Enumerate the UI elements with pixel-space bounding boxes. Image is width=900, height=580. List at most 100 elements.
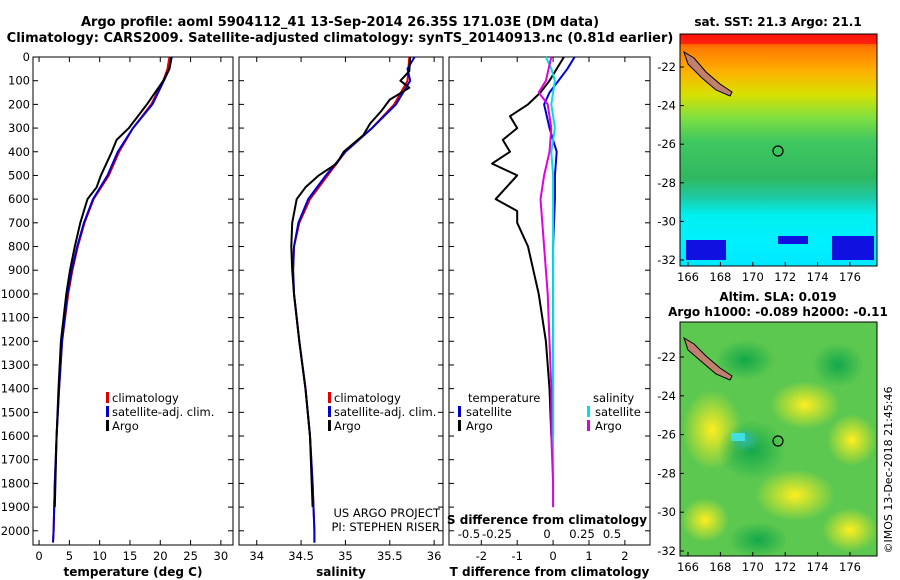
sla-dark-blob-3 xyxy=(812,343,864,387)
map-x-tick-label: 176 xyxy=(839,270,861,284)
x-tick-label: 15 xyxy=(123,549,138,563)
series-line-argo xyxy=(537,56,555,508)
depth-tick-label: 700 xyxy=(8,216,30,230)
x-tick-label: 34 xyxy=(249,549,264,563)
x-tick-label: 25 xyxy=(183,549,198,563)
map-x-tick-label: 174 xyxy=(807,560,829,574)
x-tick-label: 2 xyxy=(621,549,628,563)
sla-argo-marker xyxy=(772,435,784,447)
map-x-tick-label: 166 xyxy=(677,270,699,284)
x-tick-label: 30 xyxy=(214,549,229,563)
profile-panels: 0100200300400500600700800900100011001200… xyxy=(1,50,651,579)
series-line-satellite xyxy=(544,56,556,508)
map-y-tick-label: -30 xyxy=(657,505,676,519)
series-line-argo xyxy=(53,56,173,508)
salinity-diff-tick-label: 0 xyxy=(543,527,550,541)
salinity-diff-tick-label: 0.25 xyxy=(569,527,595,541)
map-y-tick-label: -24 xyxy=(657,389,676,403)
x-axis-label: temperature (deg C) xyxy=(64,565,203,579)
legend-swatch xyxy=(106,392,109,403)
profile-frame-1 xyxy=(238,56,444,546)
map-x-tick-label: 168 xyxy=(709,560,731,574)
map-x-tick-label: 170 xyxy=(742,560,764,574)
depth-tick-label: 1300 xyxy=(1,358,30,372)
depth-tick-label: 1100 xyxy=(1,311,30,325)
x-tick-label: -2 xyxy=(476,549,487,563)
sst-warm-patch xyxy=(680,34,877,44)
profile-frame-2 xyxy=(448,56,651,546)
map-x-tick-label: 176 xyxy=(839,560,861,574)
legend-swatch xyxy=(328,392,331,403)
x-tick-label: 35.5 xyxy=(377,549,403,563)
legend-title-temperature: temperature xyxy=(468,391,540,405)
sla-cyan-patch xyxy=(731,433,745,441)
legend-label: Argo xyxy=(334,419,361,433)
salinity-diff-tick-label: -0.25 xyxy=(482,527,512,541)
series-line-climatology xyxy=(52,56,171,543)
legend-swatch xyxy=(328,406,331,417)
profile-frame-0 xyxy=(32,56,234,546)
depth-tick-label: 1700 xyxy=(1,453,30,467)
legend-label: climatology xyxy=(112,391,179,405)
depth-tick-label: 1200 xyxy=(1,334,30,348)
legend-swatch xyxy=(106,406,109,417)
salinity-diff-tick-label: -0.5 xyxy=(458,527,480,541)
depth-tick-label: 100 xyxy=(8,74,30,88)
sst-argo-marker xyxy=(772,145,784,157)
sst-map-title: sat. SST: 21.3 Argo: 21.1 xyxy=(694,15,861,29)
map-x-tick-label: 168 xyxy=(709,270,731,284)
depth-tick-label: 1800 xyxy=(1,476,30,490)
depth-tick-label: 300 xyxy=(8,121,30,135)
depth-tick-label: 1600 xyxy=(1,429,30,443)
depth-tick-label: 1000 xyxy=(1,287,30,301)
sst-cold-patch-mid xyxy=(778,236,808,244)
x-axis-label: T difference from climatology xyxy=(450,565,650,579)
sla-yellow-blob-2 xyxy=(770,381,840,429)
x-axis-label: salinity xyxy=(316,565,366,579)
map-x-tick-label: 170 xyxy=(742,270,764,284)
sla-yellow-blob-4 xyxy=(681,498,729,542)
sst-cold-patch-west xyxy=(686,240,726,260)
sla-map-axes: 166 168 170 172 174 176 -22 -24 -26 -28 -30 -32 xyxy=(657,350,861,574)
legend-swatch xyxy=(587,420,590,431)
sla-yellow-blob-5 xyxy=(755,469,835,521)
x-tick-label: 20 xyxy=(153,549,168,563)
depth-tick-label: 1500 xyxy=(1,405,30,419)
depth-tick-label: 800 xyxy=(8,240,30,254)
map-y-tick-label: -28 xyxy=(657,176,676,190)
legend-label: satellite-adj. clim. xyxy=(112,405,214,419)
legend-label: satellite-adj. clim. xyxy=(334,405,436,419)
depth-tick-label: 400 xyxy=(8,145,30,159)
sst-island xyxy=(683,50,733,97)
sla-dark-blob-2 xyxy=(715,340,775,380)
map-y-tick-label: -22 xyxy=(657,350,676,364)
depth-tick-label: 1400 xyxy=(1,382,30,396)
x-tick-label: 5 xyxy=(66,549,73,563)
series-line-argo xyxy=(290,56,412,508)
x-tick-label: 1 xyxy=(585,549,592,563)
salinity-diff-axis-label: S difference from climatology xyxy=(447,513,647,527)
map-y-tick-label: -22 xyxy=(657,60,676,74)
x-tick-label: 36 xyxy=(427,549,442,563)
map-y-tick-label: -26 xyxy=(657,428,676,442)
x-tick-label: 0 xyxy=(35,549,42,563)
sst-map-axes: 166 168 170 172 174 176 -22 -24 -26 -28 -30 -32 xyxy=(657,60,861,284)
legend-swatch xyxy=(328,420,331,431)
legend-label: Argo xyxy=(112,419,139,433)
legend-label: satellite xyxy=(595,405,641,419)
timestamp-stamp: ©IMOS 13-Dec-2018 21:45:46 xyxy=(882,387,895,554)
legend-title-salinity: salinity xyxy=(593,391,634,405)
depth-tick-label: 900 xyxy=(8,263,30,277)
sla-dark-blob-4 xyxy=(728,522,788,558)
depth-tick-label: 500 xyxy=(8,168,30,182)
sla-map-frame xyxy=(679,321,878,557)
legend-label: Argo xyxy=(595,419,622,433)
title-line-2: Climatology: CARS2009. Satellite-adjuste… xyxy=(7,31,674,46)
x-tick-label: 10 xyxy=(92,549,107,563)
salinity-diff-tick-label: 0.5 xyxy=(603,527,621,541)
map-y-tick-label: -26 xyxy=(657,137,676,151)
sst-map-panel: sat. SST: 21.3 Argo: 21.1 166 168 170 172 17… xyxy=(657,15,878,284)
legend-swatch xyxy=(106,420,109,431)
x-tick-label: -1 xyxy=(511,549,522,563)
title-line-1: Argo profile: aoml 5904112_41 13-Sep-201… xyxy=(81,15,599,30)
